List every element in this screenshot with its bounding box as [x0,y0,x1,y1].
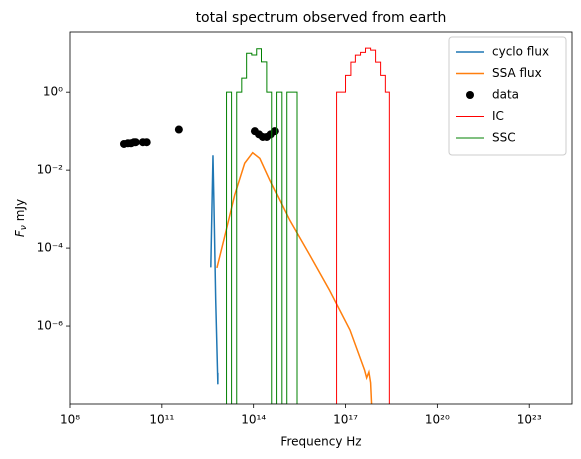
x-tick-label: 10⁸ [60,413,80,427]
x-tick-label: 10¹⁷ [333,413,358,427]
legend-label: SSA flux [492,66,542,80]
data-point [174,125,183,134]
legend-label: SSC [492,131,516,145]
x-tick-label: 10¹⁴ [241,413,266,427]
y-tick-label: 10⁻² [37,163,64,177]
y-tick-label: 10⁻⁴ [37,241,64,255]
x-tick-label: 10¹¹ [149,413,174,427]
y-label-subscript: ν [19,225,29,230]
histogram-step [226,48,298,404]
histogram-step [336,47,390,404]
chart-title: total spectrum observed from earth [196,10,447,26]
y-axis-label: Fν mJy [13,199,29,237]
plot-area [119,47,390,404]
data-point [131,138,140,147]
legend-label: data [492,88,519,102]
x-axis-label: Frequency Hz [280,435,361,449]
y-label-symbol: F [13,229,27,237]
legend-marker [466,91,474,99]
y-tick-label: 10⁻⁶ [37,319,64,333]
legend-label: IC [492,109,504,123]
legend-box [448,36,567,156]
x-tick-label: 10²⁰ [425,413,450,427]
legend-label: cyclo flux [492,45,549,59]
data-point [142,138,151,147]
x-tick-label: 10²³ [517,413,542,427]
plot-frame [69,31,573,405]
y-tick-label: 10⁰ [43,85,63,99]
series-line [210,155,219,385]
series-line [216,151,373,404]
y-label-unit: mJy [13,199,27,221]
